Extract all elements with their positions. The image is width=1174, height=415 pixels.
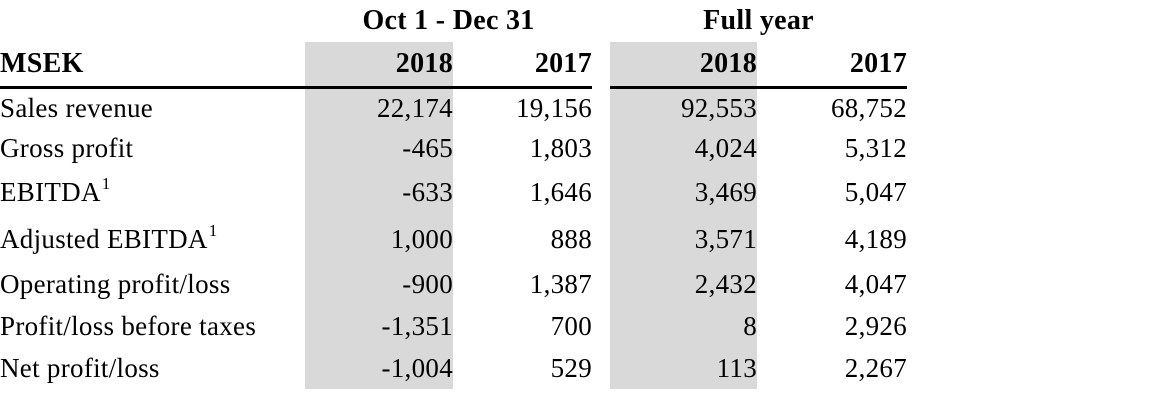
row-label: Gross profit: [0, 133, 134, 163]
cell-fy-2017: 68,752: [830, 92, 908, 123]
cell-fy-2018: 92,553: [610, 87, 758, 128]
row-label: Profit/loss before taxes: [0, 310, 257, 341]
cell-q4-2018: 1,000: [305, 216, 453, 263]
cell-fy-2018: 2,432: [610, 263, 758, 305]
cell-q4-2017: 19,156: [515, 92, 593, 123]
row-label: EBITDA1: [0, 174, 111, 207]
column-gap: [592, 0, 610, 42]
cell-q4-2017: 1,387: [529, 268, 593, 299]
cell-q4-2018: -1,351: [305, 305, 453, 347]
period-group-full-year: Full year: [703, 5, 814, 36]
year-header-row: MSEK 2018 2017 2018 2017: [0, 42, 908, 89]
column-gap: [592, 216, 610, 263]
cell-fy-2017: 5,047: [844, 177, 908, 207]
cell-q4-2017: 529: [550, 352, 593, 383]
table-row-gross-profit: Gross profit -465 1,803 4,024 5,312: [0, 128, 907, 169]
cell-q4-2018: -900: [305, 263, 453, 305]
cell-q4-2017: 888: [550, 224, 593, 254]
cell-q4-2017: 1,803: [529, 133, 593, 163]
year-header-q4-2018: 2018: [305, 42, 453, 89]
cell-q4-2017: 1,646: [529, 177, 593, 207]
period-group-q4: Oct 1 - Dec 31: [362, 5, 535, 36]
table-row-operating-profit-loss: Operating profit/loss -900 1,387 2,432 4…: [0, 263, 907, 305]
row-label: Adjusted EBITDA1: [0, 221, 218, 254]
financial-results-table: Oct 1 - Dec 31 Full year MSEK 2018 2017 …: [0, 0, 908, 389]
footnote-ref: 1: [208, 221, 218, 240]
table-row-profit-loss-before-taxes: Profit/loss before taxes -1,351 700 8 2,…: [0, 305, 907, 347]
column-gap: [592, 305, 610, 347]
period-group-header-row: Oct 1 - Dec 31 Full year: [0, 0, 907, 42]
table-row-net-profit-loss: Net profit/loss -1,004 529 113 2,267: [0, 347, 907, 389]
cell-fy-2018: 8: [610, 305, 758, 347]
empty-cell: [0, 0, 305, 42]
year-header-q4-2017: 2017: [453, 42, 593, 89]
column-gap: [592, 128, 610, 169]
column-gap: [592, 87, 610, 128]
row-label: Sales revenue: [0, 92, 154, 123]
cell-fy-2018: 4,024: [610, 128, 758, 169]
cell-fy-2017: 5,312: [844, 133, 908, 163]
row-label: Operating profit/loss: [0, 268, 231, 299]
cell-q4-2018: -465: [305, 128, 453, 169]
table-row-sales-revenue: Sales revenue 22,174 19,156 92,553 68,75…: [0, 87, 907, 128]
cell-q4-2018: 22,174: [305, 87, 453, 128]
cell-q4-2017: 700: [550, 310, 593, 341]
table-row-ebitda: EBITDA1 -633 1,646 3,469 5,047: [0, 169, 907, 216]
table-row-adjusted-ebitda: Adjusted EBITDA1 1,000 888 3,571 4,189: [0, 216, 907, 263]
year-header-fy-2017: 2017: [757, 42, 908, 89]
year-header-fy-2018: 2018: [610, 42, 758, 89]
cell-fy-2017: 4,047: [844, 268, 908, 299]
cell-q4-2018: -1,004: [305, 347, 453, 389]
column-gap: [592, 347, 610, 389]
column-gap: [592, 169, 610, 216]
cell-fy-2017: 2,267: [844, 352, 908, 383]
column-gap: [592, 42, 610, 87]
footnote-ref: 1: [101, 174, 111, 193]
unit-label: MSEK: [0, 42, 305, 89]
cell-fy-2018: 3,469: [610, 169, 758, 216]
cell-fy-2018: 3,571: [610, 216, 758, 263]
cell-fy-2017: 4,189: [844, 224, 908, 254]
cell-fy-2017: 2,926: [844, 310, 908, 341]
column-gap: [592, 263, 610, 305]
cell-fy-2018: 113: [610, 347, 758, 389]
cell-q4-2018: -633: [305, 169, 453, 216]
row-label: Net profit/loss: [0, 352, 160, 383]
